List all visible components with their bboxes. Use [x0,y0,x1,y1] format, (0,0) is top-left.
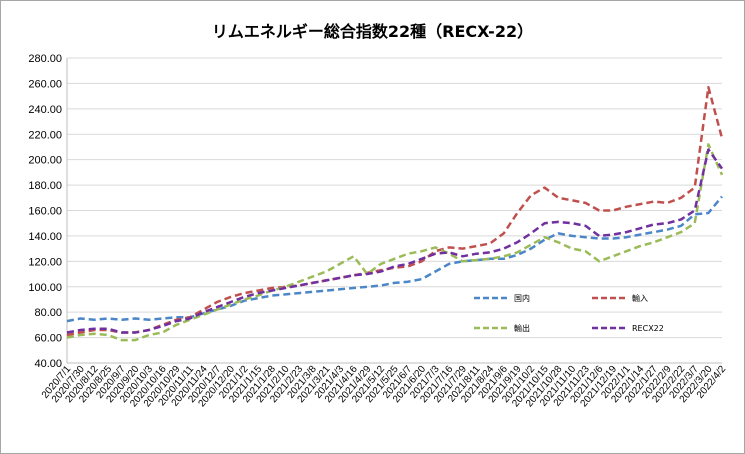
series-line-輸出 [66,143,724,342]
series-lines [66,85,724,342]
chart-title: リムエネルギー総合指数22種（RECX-22） [211,22,534,41]
y-tick-label: 240.00 [28,104,62,116]
legend-label: 輸出 [514,323,530,333]
y-axis-ticks: 40.00 60.00 80.00 100.00 120.00 140.00 160.00 1… [28,53,62,370]
y-tick-label: 60.00 [34,333,62,345]
y-tick-label: 220.00 [28,129,62,141]
legend-label: 国内 [514,293,530,303]
y-tick-label: 280.00 [28,53,62,65]
gridlines [67,57,722,364]
y-tick-label: 80.00 [34,307,62,319]
series-line-RECX22 [66,148,724,334]
y-tick-label: 200.00 [28,155,62,167]
y-tick-label: 40.00 [34,358,62,370]
y-tick-label: 160.00 [28,206,62,218]
y-tick-label: 120.00 [28,256,62,268]
series-line-国内 [66,195,723,323]
x-axis-ticks: 2020/7/12020/7/302020/8/122020/8/252020/… [40,364,729,410]
legend-label: RECX22 [632,324,664,333]
y-tick-label: 100.00 [28,282,62,294]
legend-label: 輸入 [632,293,648,303]
series-line-輸入 [66,85,724,337]
y-tick-label: 140.00 [28,231,62,243]
axes [66,58,722,364]
y-tick-label: 260.00 [28,78,62,90]
y-tick-label: 180.00 [28,180,62,192]
